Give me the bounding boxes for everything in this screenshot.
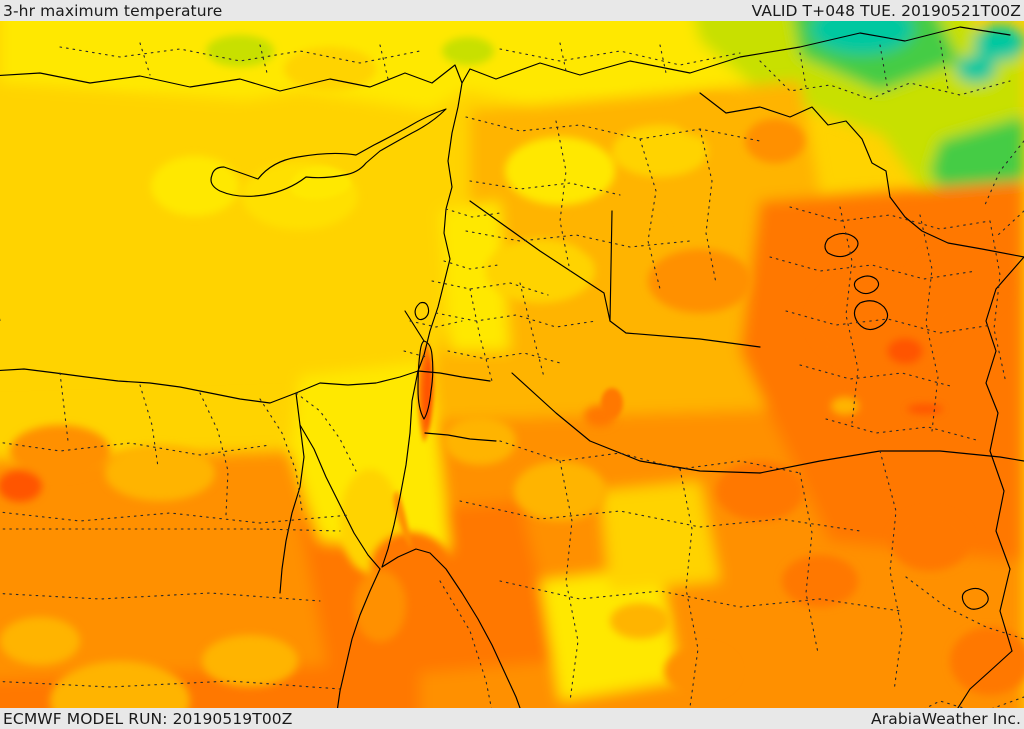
temperature-map[interactable] [0,21,1024,708]
footer-bar: ECMWF MODEL RUN: 20190519T00Z ArabiaWeat… [0,708,1024,729]
forecast-valid-label: VALID T+048 TUE. 20190521T00Z [751,1,1021,20]
page-title: 3-hr maximum temperature [3,1,223,20]
attribution-label: ArabiaWeather Inc. [871,709,1021,728]
temperature-raster [0,21,1024,708]
header-bar: 3-hr maximum temperature VALID T+048 TUE… [0,0,1024,21]
model-run-label: ECMWF MODEL RUN: 20190519T00Z [3,709,293,728]
